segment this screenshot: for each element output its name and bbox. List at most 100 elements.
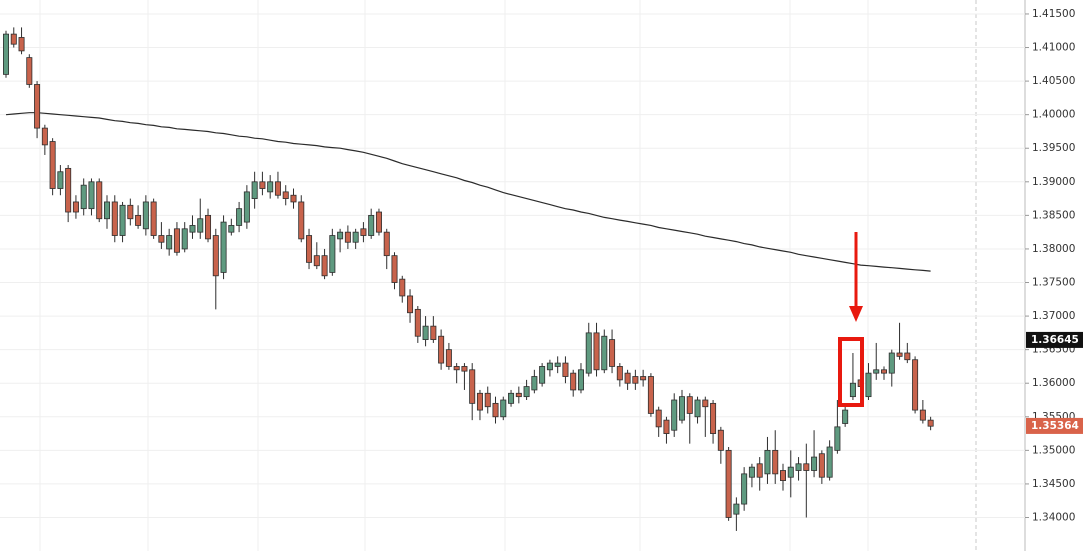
price-label-box	[1026, 331, 1083, 348]
candle-body	[438, 335, 445, 364]
candle-body	[18, 37, 25, 52]
candle-body	[65, 167, 72, 213]
candle-body	[927, 419, 934, 427]
candle-body	[197, 218, 204, 233]
candle-body	[842, 409, 849, 424]
candle-body	[205, 214, 212, 240]
y-tick-label: 1.38500	[1032, 209, 1075, 221]
candle-body	[647, 376, 654, 414]
y-tick-label: 1.41000	[1032, 42, 1075, 54]
candle-body	[329, 235, 336, 273]
candle-body	[267, 181, 274, 193]
candle-body	[158, 235, 165, 243]
candle-body	[912, 359, 919, 411]
candle-body	[173, 228, 180, 253]
candle-body	[577, 369, 584, 391]
price-label: 1.35364	[1031, 420, 1079, 432]
candle-body	[663, 419, 670, 434]
candle-body	[3, 33, 9, 75]
candle-body	[539, 366, 546, 384]
candle-body	[430, 325, 437, 340]
candle-body	[181, 228, 188, 250]
candle-body	[896, 352, 903, 357]
y-tick-label: 1.39000	[1032, 176, 1075, 188]
candle-body	[57, 171, 64, 189]
candle-body	[632, 376, 639, 384]
candle-body	[834, 426, 841, 451]
candle-body	[570, 372, 577, 391]
candle-body	[49, 141, 56, 189]
candle-body	[313, 255, 320, 267]
candle-body	[671, 399, 678, 431]
candle-body	[251, 181, 258, 199]
candle-body	[562, 362, 569, 377]
candle-body	[274, 181, 281, 196]
candle-body	[399, 278, 406, 297]
highlight-box	[838, 337, 864, 407]
candle-body	[10, 33, 17, 45]
candle-body	[492, 402, 499, 418]
candle-body	[469, 369, 476, 404]
candle-body	[212, 235, 219, 277]
candle-body	[710, 402, 717, 434]
price-label: 1.36645	[1031, 334, 1079, 346]
candle-body	[142, 201, 149, 230]
candle-body	[127, 204, 134, 220]
candle-body	[523, 386, 530, 398]
candle-body	[694, 399, 701, 418]
candle-body	[725, 449, 732, 518]
candle-body	[609, 339, 616, 367]
y-tick-label: 1.38000	[1032, 243, 1075, 255]
y-tick-label: 1.39500	[1032, 142, 1075, 154]
y-tick-label: 1.37500	[1032, 277, 1075, 289]
candle-body	[422, 325, 429, 340]
price-label-box	[1026, 417, 1083, 434]
candle-body	[811, 456, 818, 471]
candle-body	[306, 235, 313, 263]
candle-body	[111, 201, 118, 236]
candle-body	[756, 463, 763, 478]
candle-body	[678, 396, 685, 421]
candle-body	[368, 214, 375, 236]
candle-body	[445, 349, 452, 367]
candle-body	[407, 295, 414, 314]
candle-body	[150, 201, 157, 236]
candle-body	[585, 332, 592, 374]
y-tick-label: 1.40500	[1032, 75, 1075, 87]
candle-body	[741, 473, 748, 505]
candle-body	[298, 201, 305, 240]
vertical-grid	[39, 0, 869, 551]
candle-body	[360, 228, 367, 236]
candle-body	[220, 221, 227, 273]
candle-body	[531, 376, 538, 391]
candle-body	[135, 214, 142, 226]
candle-body	[321, 255, 328, 277]
candle-body	[919, 409, 926, 421]
candle-body	[500, 399, 507, 418]
arrow-head	[849, 306, 863, 322]
candle-body	[640, 376, 647, 381]
candle-body	[453, 366, 460, 371]
candle-body	[259, 181, 266, 189]
candle-body	[849, 382, 856, 398]
candle-body	[795, 463, 802, 471]
candle-body	[26, 57, 33, 85]
candle-body	[624, 372, 631, 384]
candle-body	[228, 225, 235, 233]
candle-body	[881, 369, 888, 374]
candle-body	[888, 352, 895, 374]
candle-body	[593, 332, 600, 371]
y-tick-label: 1.36000	[1032, 377, 1075, 389]
candle-body	[391, 255, 398, 283]
candle-body	[383, 231, 390, 257]
candle-body	[337, 231, 344, 240]
candle-body	[236, 208, 243, 226]
candle-body	[787, 466, 794, 478]
candle-body	[686, 396, 693, 414]
candle-body	[717, 429, 724, 451]
candle-body	[119, 204, 126, 236]
candle-body	[414, 308, 421, 337]
candle-body	[41, 127, 48, 146]
candle-body	[904, 352, 911, 361]
candle-body	[96, 181, 103, 220]
